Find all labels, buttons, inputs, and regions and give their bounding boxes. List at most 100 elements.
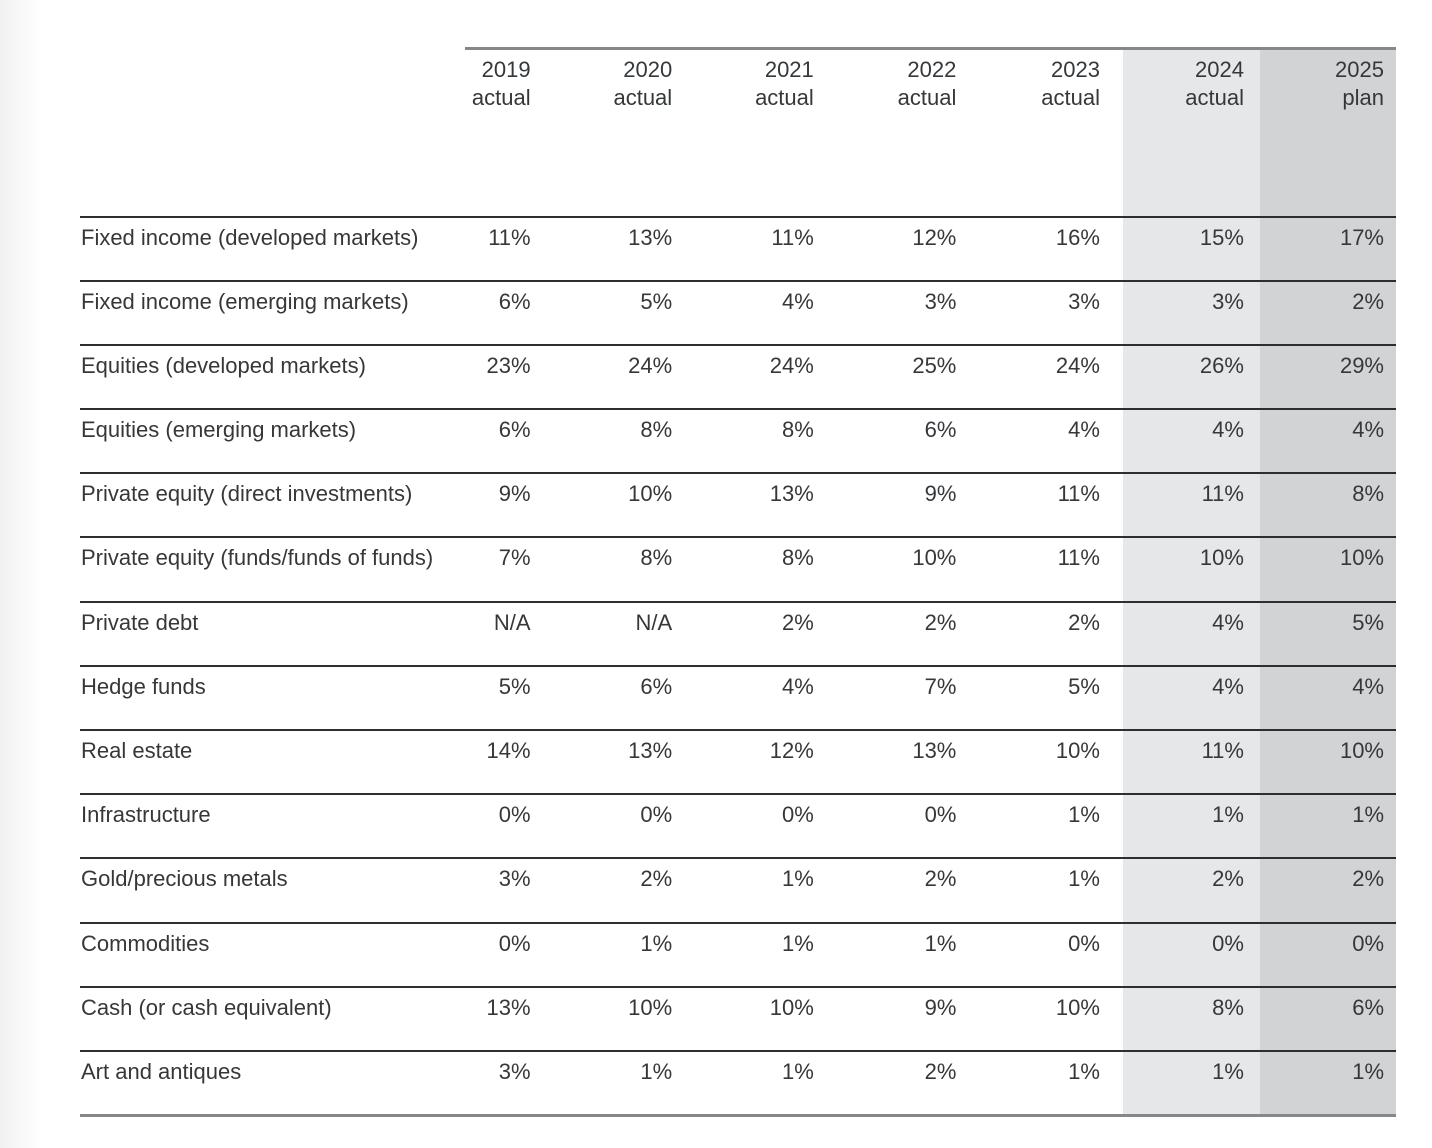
column-qualifier: actual [1185,85,1244,110]
cell-2020: 13% [596,215,729,281]
column-qualifier: actual [897,85,957,110]
cell-2021: 24% [728,343,860,410]
cell-2020: 1% [596,1049,729,1117]
table-row: Hedge funds 5% 6% 4% 7% 5% 4% 4% [80,664,1396,730]
row-label: Private equity (direct investments) [80,472,465,538]
cell-2021: 11% [728,215,860,281]
cell-2024: 1% [1122,793,1260,859]
cell-2023: 10% [991,728,1123,795]
cell-2021: 13% [728,472,860,538]
column-year: 2023 [1051,57,1100,82]
cell-2024: 4% [1122,664,1260,730]
cell-2023: 5% [991,664,1123,730]
cell-2022: 9% [859,472,992,538]
cell-2025: 6% [1259,985,1396,1051]
cell-2023: 2% [991,600,1123,666]
cell-2019: 5% [465,664,597,730]
cell-2021: 4% [728,279,860,345]
cell-2024: 4% [1122,600,1260,666]
cell-2024: 0% [1122,921,1260,987]
column-qualifier: actual [1041,85,1100,110]
cell-2020: 8% [596,408,729,474]
cell-2022: 2% [859,857,992,923]
cell-2022: 7% [859,664,992,730]
row-label: Fixed income (developed markets) [80,215,465,281]
cell-2023: 10% [991,985,1123,1051]
table-row: Real estate 14% 13% 12% 13% 10% 11% 10% [80,728,1396,795]
cell-2025: 17% [1259,215,1396,281]
cell-2022: 2% [859,600,992,666]
cell-2023: 0% [991,921,1123,987]
cell-2019: N/A [465,600,597,666]
cell-2025: 2% [1259,857,1396,923]
row-label: Private debt [80,600,465,666]
table-body: Fixed income (developed markets) 11% 13% 11… [80,215,1396,1117]
cell-2025: 10% [1259,728,1396,795]
cell-2019: 3% [465,857,597,923]
cell-2021: 8% [728,408,860,474]
row-label: Private equity (funds/funds of funds) [80,536,465,602]
cell-2023: 11% [991,536,1123,602]
cell-2024: 2% [1122,857,1260,923]
column-qualifier: actual [471,85,531,110]
cell-2025: 10% [1259,536,1396,602]
cell-2023: 3% [991,279,1123,345]
cell-2025: 1% [1259,793,1396,859]
table-row: Gold/precious metals 3% 2% 1% 2% 1% 2% 2% [80,857,1396,923]
cell-2024: 1% [1122,1049,1260,1117]
cell-2021: 12% [728,728,860,795]
cell-2019: 23% [465,343,597,410]
row-label: Equities (developed markets) [80,343,465,410]
table-row: Infrastructure 0% 0% 0% 0% 1% 1% 1% [80,793,1396,859]
table-row: Cash (or cash equivalent) 13% 10% 10% 9% 10% 8… [80,985,1396,1051]
row-label: Art and antiques [80,1049,465,1117]
column-header-2022: 2022 actual [859,47,992,217]
cell-2019: 0% [465,793,597,859]
table-row: Equities (emerging markets) 6% 8% 8% 6% 4% 4% 4… [80,408,1396,474]
column-year: 2024 [1195,57,1244,82]
cell-2021: 4% [728,664,860,730]
column-year: 2022 [907,57,957,82]
cell-2022: 1% [859,921,992,987]
column-year: 2025 [1335,57,1384,82]
row-label: Infrastructure [80,793,465,859]
cell-2020: 24% [596,343,729,410]
cell-2024: 10% [1122,536,1260,602]
cell-2019: 7% [465,536,597,602]
cell-2024: 4% [1122,408,1260,474]
column-year: 2021 [764,57,814,82]
cell-2020: 8% [596,536,729,602]
cell-2025: 0% [1259,921,1396,987]
cell-2024: 11% [1122,472,1260,538]
cell-2022: 25% [859,343,992,410]
table-row: Equities (developed markets) 23% 24% 24% 25%… [80,343,1396,410]
cell-2021: 1% [728,921,860,987]
row-label: Equities (emerging markets) [80,408,465,474]
cell-2019: 14% [465,728,597,795]
cell-2023: 16% [991,215,1123,281]
cell-2025: 29% [1259,343,1396,410]
cell-2019: 0% [465,921,597,987]
cell-2020: 1% [596,921,729,987]
cell-2024: 26% [1122,343,1260,410]
cell-2025: 8% [1259,472,1396,538]
header-row: 2019 actual 2020 actual 2021 actual 2022… [80,47,1396,217]
table-row: Private equity (funds/funds of funds) 7% 8… [80,536,1396,602]
page-left-edge-shadow [0,0,42,1148]
cell-2020: 10% [596,985,729,1051]
table-row: Commodities 0% 1% 1% 1% 0% 0% 0% [80,921,1396,987]
cell-2022: 6% [859,408,992,474]
cell-2023: 1% [991,1049,1123,1117]
table-row: Private equity (direct investments) 9% 10%… [80,472,1396,538]
column-year: 2020 [623,57,673,82]
column-qualifier: plan [1342,85,1384,110]
cell-2025: 2% [1259,279,1396,345]
cell-2025: 4% [1259,664,1396,730]
cell-2025: 5% [1259,600,1396,666]
cell-2022: 13% [859,728,992,795]
table-row: Private debt N/A N/A 2% 2% 2% 4% 5% [80,600,1396,666]
cell-2023: 1% [991,793,1123,859]
column-year: 2019 [481,57,531,82]
cell-2025: 4% [1259,408,1396,474]
cell-2019: 3% [465,1049,597,1117]
